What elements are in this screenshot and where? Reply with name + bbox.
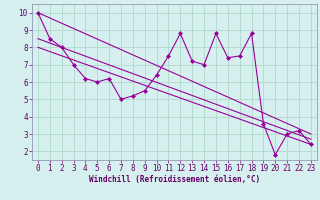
X-axis label: Windchill (Refroidissement éolien,°C): Windchill (Refroidissement éolien,°C) xyxy=(89,175,260,184)
